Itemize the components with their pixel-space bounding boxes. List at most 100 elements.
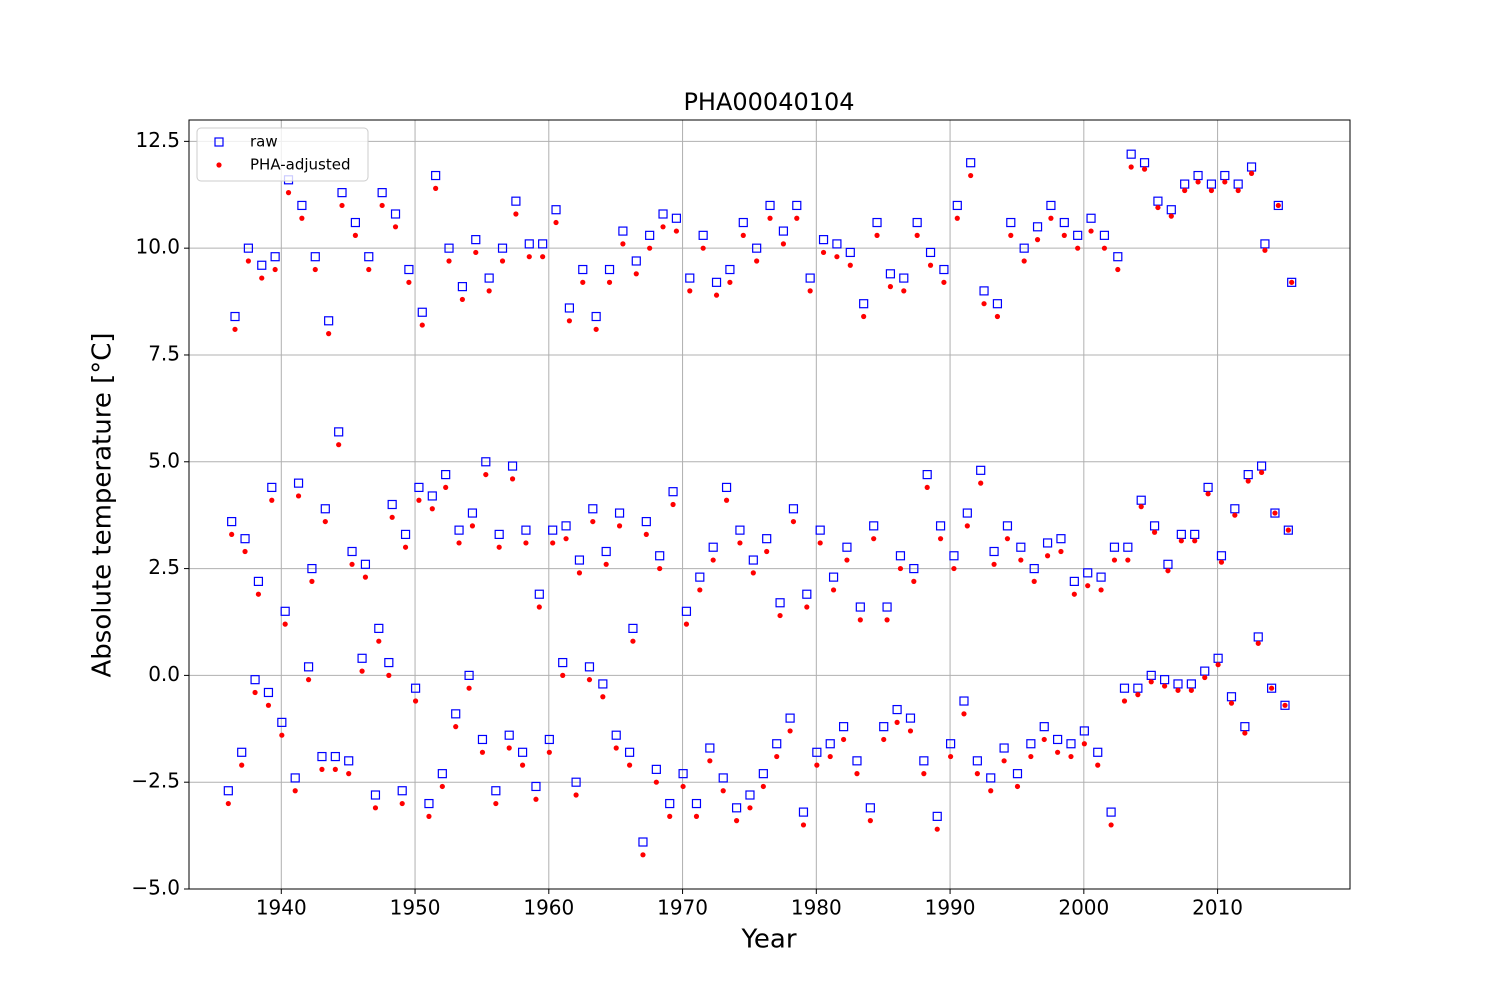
data-point: [416, 497, 422, 503]
data-point: [282, 621, 288, 627]
data-point: [1079, 726, 1089, 736]
data-point: [494, 529, 504, 540]
data-point: [1273, 200, 1283, 211]
data-point: [946, 739, 956, 749]
data-point: [1059, 217, 1069, 228]
data-point: [1168, 213, 1174, 219]
data-point: [239, 762, 245, 768]
data-point: [483, 471, 489, 478]
data-point: [310, 252, 320, 262]
data-point: [1026, 739, 1036, 749]
data-point: [1085, 583, 1091, 589]
data-point: [774, 753, 780, 760]
data-point: [324, 316, 334, 326]
data-point: [1258, 469, 1265, 476]
data-point: [491, 786, 501, 796]
data-point: [473, 249, 479, 256]
data-point: [1155, 204, 1161, 211]
data-point: [899, 273, 909, 283]
data-point: [339, 202, 345, 209]
x-axis-label: Year: [740, 925, 796, 955]
data-point: [727, 279, 733, 285]
data-point: [952, 200, 962, 211]
data-point: [1086, 213, 1096, 223]
data-point: [360, 559, 371, 569]
data-point: [869, 521, 879, 531]
data-point: [1248, 170, 1255, 177]
data-point: [499, 258, 506, 264]
data-point: [242, 548, 248, 555]
data-point: [320, 504, 330, 514]
legend-label: PHA-adjusted: [250, 156, 351, 174]
data-point: [497, 243, 508, 253]
data-point: [1046, 200, 1056, 211]
data-point: [469, 523, 476, 529]
legend-label: raw: [250, 133, 278, 151]
data-point: [633, 271, 639, 277]
data-point: [366, 266, 372, 273]
data-point: [1121, 698, 1128, 704]
data-point: [1280, 700, 1290, 710]
data-point: [377, 188, 387, 198]
data-point: [392, 224, 399, 230]
data-point: [897, 565, 904, 572]
x-tick-label: 1960: [523, 896, 574, 920]
data-point: [484, 273, 494, 283]
data-point: [544, 734, 554, 745]
data-point: [1119, 683, 1130, 693]
data-point: [551, 205, 561, 215]
data-point: [1282, 702, 1288, 708]
data-point: [708, 542, 718, 552]
data-point: [901, 288, 907, 294]
data-point: [519, 762, 526, 768]
data-point: [441, 469, 451, 480]
data-point: [1106, 807, 1116, 817]
data-point: [747, 805, 753, 811]
data-point: [437, 769, 447, 779]
data-point: [641, 516, 651, 527]
data-point: [775, 598, 785, 608]
data-point: [638, 837, 648, 847]
data-point: [1126, 149, 1136, 159]
data-point: [604, 264, 615, 275]
data-point: [406, 279, 412, 285]
data-point: [1029, 563, 1039, 574]
data-point: [389, 514, 395, 520]
data-point: [299, 215, 305, 221]
data-point: [909, 563, 919, 574]
data-point: [566, 318, 573, 324]
data-point: [867, 818, 873, 824]
data-point: [292, 788, 298, 794]
data-point: [507, 461, 518, 471]
x-tick-label: 1980: [791, 896, 842, 920]
data-point: [309, 578, 315, 585]
data-point: [964, 523, 970, 529]
data-point: [390, 209, 401, 219]
data-point: [243, 243, 253, 253]
data-point: [1270, 508, 1280, 518]
x-tick-label: 2010: [1192, 896, 1243, 920]
data-point: [991, 561, 997, 567]
data-point: [1138, 504, 1144, 510]
data-point: [620, 241, 626, 247]
data-point: [772, 739, 782, 749]
data-point: [683, 621, 690, 627]
data-point: [591, 311, 601, 322]
data-point: [999, 743, 1009, 753]
data-point: [270, 252, 280, 262]
data-point: [1255, 640, 1261, 646]
data-point: [564, 303, 575, 313]
data-point: [1235, 187, 1241, 194]
data-point: [939, 264, 949, 275]
y-tick-label: 7.5: [148, 341, 180, 365]
data-point: [517, 747, 528, 757]
data-point: [951, 565, 957, 572]
data-point: [959, 696, 969, 706]
data-point: [658, 209, 668, 219]
data-point: [745, 790, 755, 800]
data-point: [1111, 557, 1118, 563]
y-tick-label: 10.0: [135, 235, 180, 259]
data-point: [1099, 230, 1110, 240]
data-point: [778, 226, 789, 236]
data-point: [1095, 762, 1101, 768]
